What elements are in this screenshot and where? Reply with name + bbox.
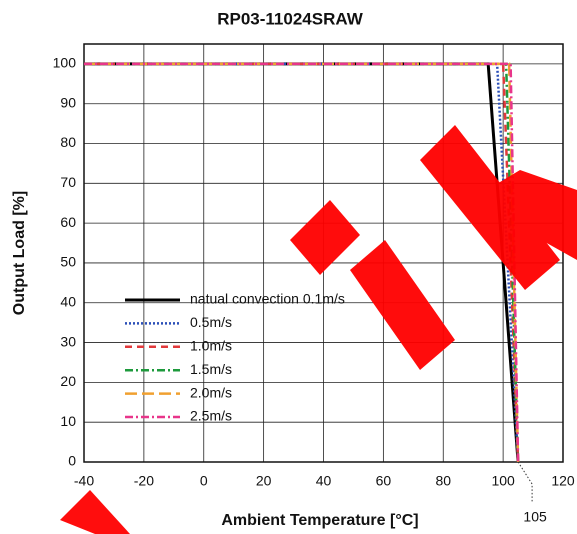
y-tick-label: 100 [53, 55, 77, 71]
x-tick-label: -40 [74, 473, 94, 489]
legend-label: 0.5m/s [190, 314, 232, 330]
y-tick-label: 20 [60, 373, 76, 389]
y-tick-label: 10 [60, 413, 76, 429]
x-tick-label: 100 [491, 473, 515, 489]
y-tick-label: 40 [60, 293, 76, 309]
annotation-text: 105 [523, 509, 547, 525]
x-tick-label: 0 [200, 473, 208, 489]
x-axis-label: Ambient Temperature [°C] [221, 512, 418, 529]
y-axis-label: Output Load [%] [11, 191, 28, 315]
x-tick-label: 40 [316, 473, 332, 489]
y-tick-label: 0 [68, 453, 76, 469]
y-tick-label: 80 [60, 134, 76, 150]
annotation-leader [518, 462, 532, 502]
y-tick-label: 50 [60, 254, 76, 270]
y-tick-label: 90 [60, 94, 76, 110]
legend-label: 2.5m/s [190, 408, 232, 424]
x-tick-label: 20 [256, 473, 272, 489]
legend-label: 1.0m/s [190, 338, 232, 354]
x-tick-label: 80 [435, 473, 451, 489]
y-tick-label: 70 [60, 174, 76, 190]
legend-label: 1.5m/s [190, 361, 232, 377]
legend-label: natual convection 0.1m/s [190, 291, 345, 307]
x-tick-label: 60 [376, 473, 392, 489]
x-tick-label: 120 [551, 473, 575, 489]
chart-title: RP03-11024SRAW [217, 9, 363, 28]
legend-label: 2.0m/s [190, 384, 232, 400]
chart: RP03-11024SRAW Ambient Temperature [°C] … [0, 0, 577, 534]
y-tick-label: 60 [60, 214, 76, 230]
y-tick-label: 30 [60, 333, 76, 349]
x-tick-label: -20 [134, 473, 154, 489]
